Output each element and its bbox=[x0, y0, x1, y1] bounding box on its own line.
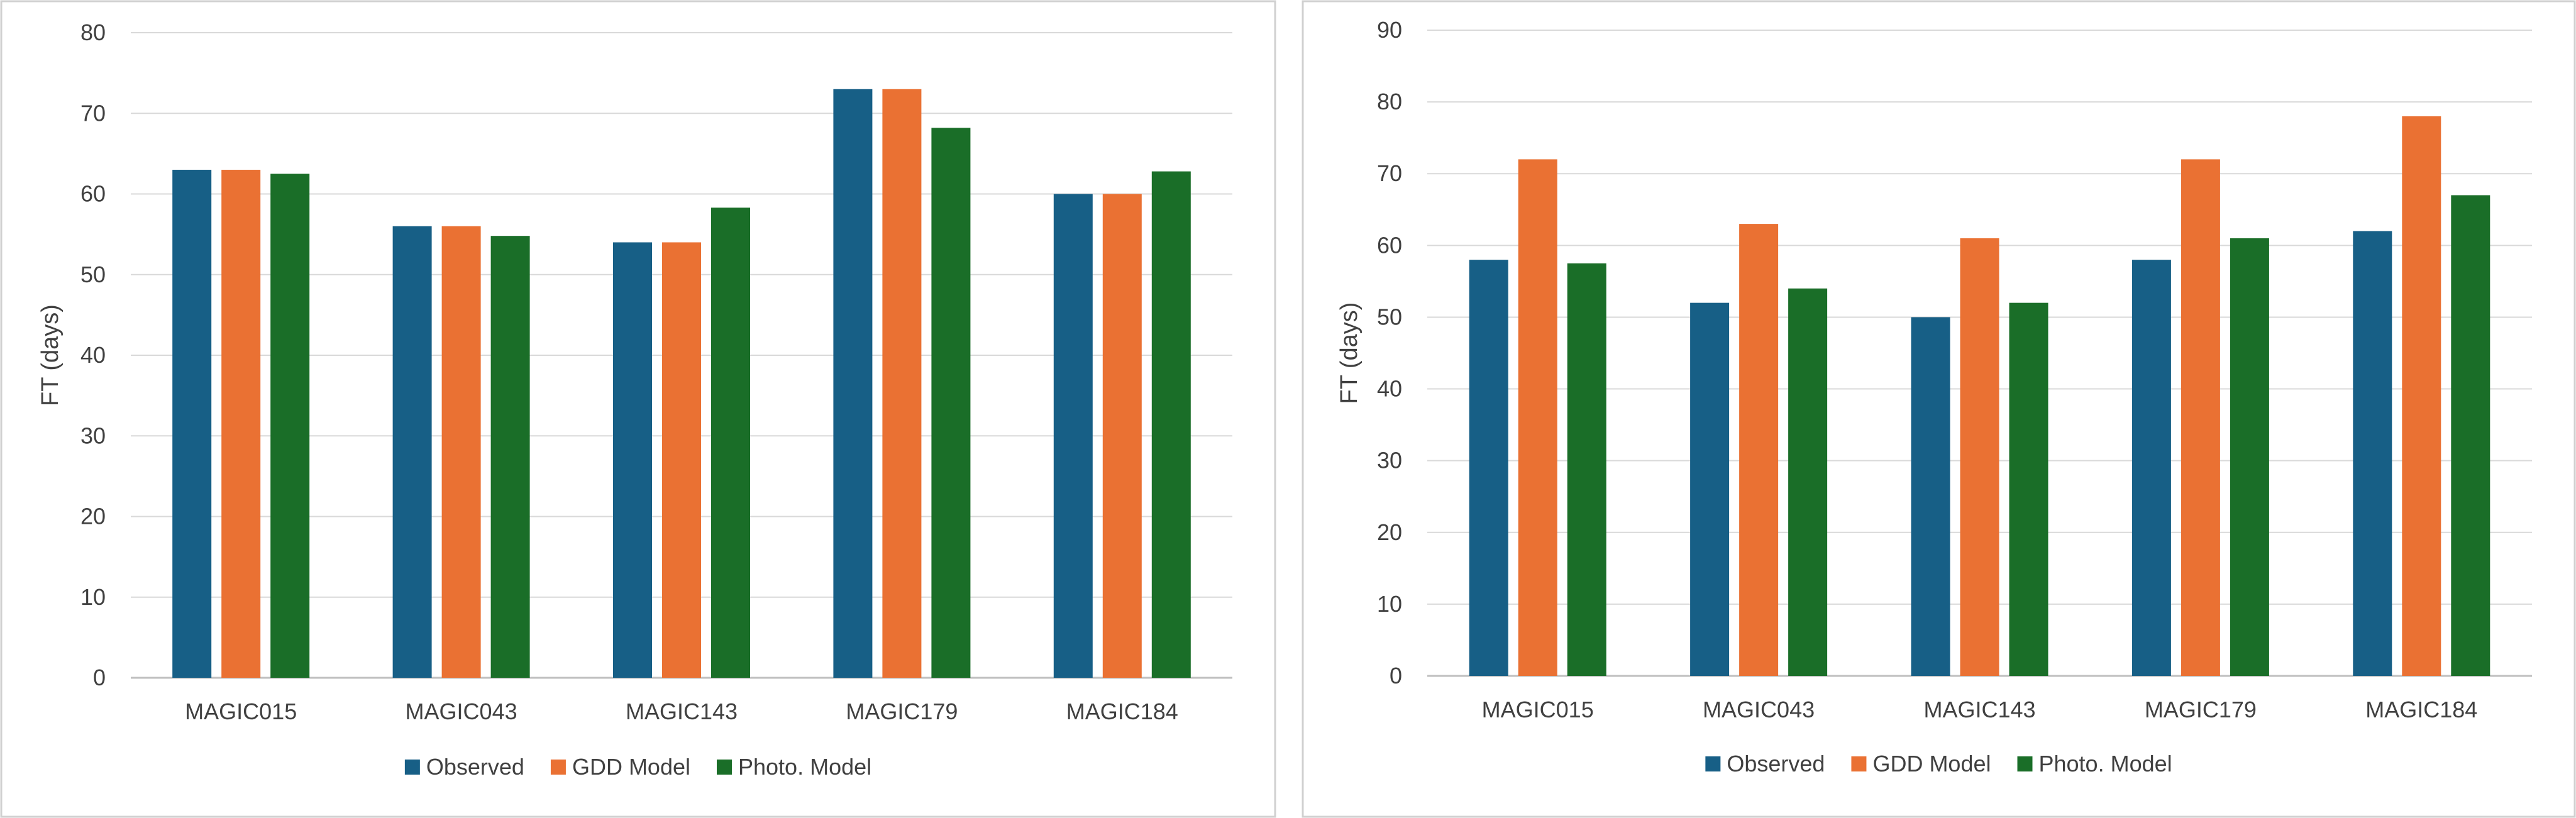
bar-gdd-model-magic043 bbox=[1739, 224, 1779, 677]
legend-swatch bbox=[1705, 756, 1721, 771]
bar-photo-model-magic015 bbox=[1567, 263, 1606, 677]
x-tick-label: MAGIC015 bbox=[185, 699, 297, 724]
bar-gdd-model-magic143 bbox=[662, 242, 701, 678]
y-tick-label: 30 bbox=[80, 423, 106, 448]
bar-observed-magic043 bbox=[392, 226, 432, 678]
bar-observed-magic143 bbox=[1911, 317, 1950, 676]
x-tick-label: MAGIC184 bbox=[2365, 697, 2477, 722]
bar-photo-model-magic179 bbox=[931, 128, 971, 678]
x-tick-label: MAGIC043 bbox=[406, 699, 517, 724]
x-tick-label: MAGIC015 bbox=[1482, 697, 1594, 722]
legend-label: GDD Model bbox=[1872, 751, 1991, 777]
bar-photo-model-magic043 bbox=[1788, 288, 1828, 676]
bar-photo-model-magic143 bbox=[2009, 302, 2048, 677]
bar-photo-model-magic043 bbox=[490, 236, 530, 678]
y-tick-label: 20 bbox=[80, 504, 106, 529]
x-tick-label: MAGIC179 bbox=[846, 699, 958, 724]
bar-gdd-model-magic143 bbox=[1960, 238, 1999, 676]
y-tick-label: 80 bbox=[1377, 89, 1402, 114]
y-tick-label: 40 bbox=[1377, 376, 1402, 402]
bar-observed-magic015 bbox=[172, 170, 212, 678]
legend-swatch bbox=[2017, 756, 2033, 771]
bar-observed-magic179 bbox=[2131, 260, 2171, 677]
bar-observed-magic043 bbox=[1690, 302, 1730, 677]
y-tick-label: 10 bbox=[1377, 591, 1402, 617]
y-tick-label: 90 bbox=[1377, 17, 1402, 43]
legend-swatch bbox=[550, 760, 566, 775]
legend-label: Photo. Model bbox=[738, 754, 871, 780]
y-tick-label: 70 bbox=[1377, 160, 1402, 186]
x-tick-label: MAGIC043 bbox=[1703, 697, 1815, 722]
bar-observed-magic143 bbox=[613, 242, 652, 678]
bar-gdd-model-magic179 bbox=[882, 89, 922, 678]
bar-photo-model-magic179 bbox=[2230, 238, 2269, 676]
bar-gdd-model-magic043 bbox=[441, 226, 481, 678]
bar-photo-model-magic015 bbox=[270, 174, 310, 678]
y-tick-label: 80 bbox=[80, 19, 106, 45]
legend: Observed GDD Model Photo. Model bbox=[404, 754, 871, 780]
legend-label: Observed bbox=[1727, 751, 1825, 777]
bar-observed-magic179 bbox=[833, 89, 873, 678]
legend-label: Photo. Model bbox=[2039, 751, 2172, 777]
bar-photo-model-magic143 bbox=[711, 207, 750, 678]
chart-right: 0 10 20 30 40 50 60 70 80 90 FT (days) MAGIC015 MAGI… bbox=[1302, 0, 2576, 818]
y-axis-title: FT (days) bbox=[37, 304, 64, 406]
chart-left-svg: 0 10 20 30 40 50 60 70 80 FT (days) MAGIC015 MAGIC0… bbox=[0, 0, 1276, 818]
bar-gdd-model-magic015 bbox=[1518, 159, 1557, 676]
y-axis-title: FT (days) bbox=[1336, 302, 1363, 404]
bar-photo-model-magic184 bbox=[1151, 171, 1191, 678]
y-tick-label: 0 bbox=[93, 665, 106, 690]
legend-label: Observed bbox=[426, 754, 524, 780]
legend-swatch bbox=[1851, 756, 1867, 771]
bar-observed-magic184 bbox=[2353, 231, 2392, 676]
x-tick-label: MAGIC184 bbox=[1066, 699, 1178, 724]
y-tick-label: 60 bbox=[1377, 232, 1402, 258]
bar-gdd-model-magic184 bbox=[1102, 194, 1142, 678]
bar-observed-magic015 bbox=[1469, 260, 1508, 677]
y-tick-label: 50 bbox=[1377, 304, 1402, 329]
y-tick-label: 0 bbox=[1390, 663, 1402, 688]
bar-gdd-model-magic015 bbox=[221, 170, 261, 678]
y-tick-label: 20 bbox=[1377, 519, 1402, 545]
legend-label: GDD Model bbox=[572, 754, 690, 780]
chart-left: 0 10 20 30 40 50 60 70 80 FT (days) MAGIC015 MAGIC0… bbox=[0, 0, 1276, 818]
bar-observed-magic184 bbox=[1053, 194, 1093, 678]
legend-swatch bbox=[404, 760, 420, 775]
y-tick-label: 10 bbox=[80, 584, 106, 610]
bar-gdd-model-magic179 bbox=[2181, 159, 2220, 676]
x-tick-label: MAGIC143 bbox=[626, 699, 738, 724]
y-tick-label: 30 bbox=[1377, 448, 1402, 473]
bar-photo-model-magic184 bbox=[2451, 195, 2490, 676]
chart-right-svg: 0 10 20 30 40 50 60 70 80 90 FT (days) MAGIC015 MAGI… bbox=[1302, 0, 2576, 818]
x-tick-label: MAGIC179 bbox=[2145, 697, 2257, 722]
bar-gdd-model-magic184 bbox=[2402, 116, 2441, 676]
y-tick-label: 60 bbox=[80, 181, 106, 207]
x-tick-label: MAGIC143 bbox=[1923, 697, 2035, 722]
legend: Observed GDD Model Photo. Model bbox=[1705, 751, 2172, 777]
y-tick-label: 40 bbox=[80, 342, 106, 368]
legend-swatch bbox=[717, 760, 732, 775]
y-tick-label: 70 bbox=[80, 100, 106, 126]
y-tick-label: 50 bbox=[80, 262, 106, 287]
